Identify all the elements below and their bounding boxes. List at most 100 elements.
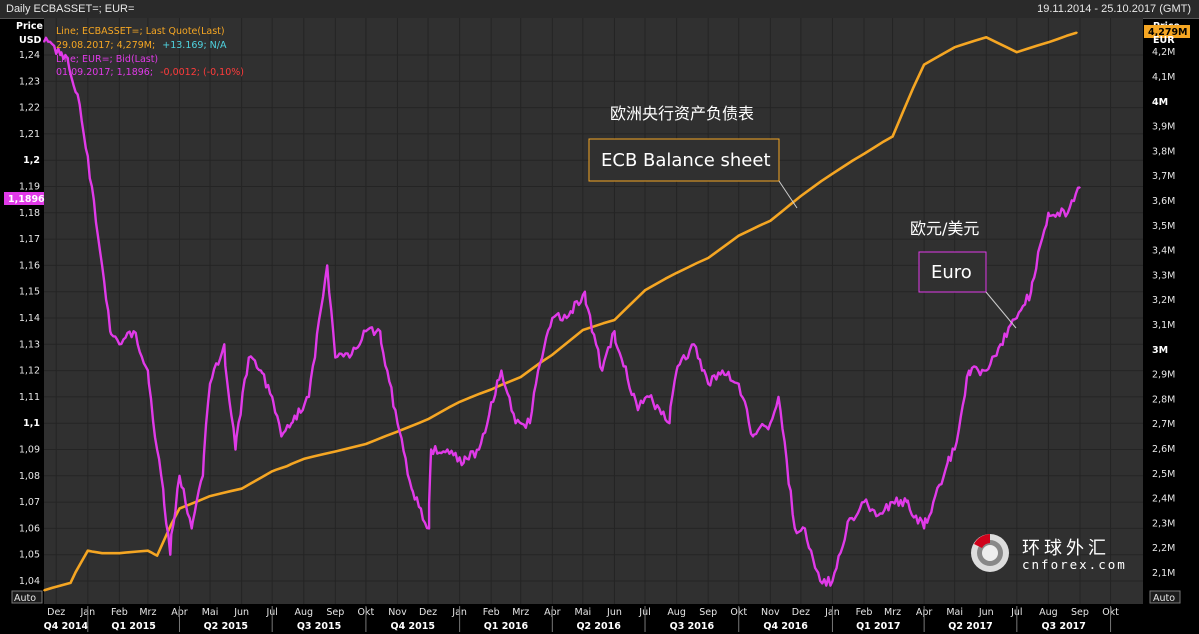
right-tick-label: 2,5M [1152,469,1175,480]
left-tick-label: 1,16 [19,260,40,271]
eur-point [537,369,539,372]
eur-point [1047,212,1050,214]
eur-point [777,396,780,398]
left-tick-label: 1,21 [19,129,40,140]
legend-ecb-change: +13.169; N/A [162,40,227,51]
eur-point [280,435,283,438]
x-tick-label: Mrz [512,607,529,618]
left-tick-label: 1,11 [19,392,40,403]
chart-title: Daily ECBASSET=; EUR= [6,3,135,15]
x-quarter-label: Q3 2015 [297,621,341,632]
eur-point [601,369,604,372]
eur-point [668,422,671,425]
eur-annotation-label: Euro [931,262,972,283]
eur-annotation-cn: 欧元/美元 [910,219,979,238]
eur-point [271,396,273,398]
left-tick-label: 1,1 [23,418,40,429]
right-tick-label: 3,3M [1152,270,1175,281]
ecb-point [985,36,988,39]
left-tick-label: 1,24 [19,50,40,61]
ecb-point [118,552,121,554]
ecb-point [800,195,802,197]
ecb-point [891,135,894,138]
ecb-point [953,46,956,49]
eur-annotation-leader [985,291,1017,329]
eur-point [209,382,211,385]
right-tick-label: 2,2M [1152,543,1175,554]
right-tick-label: 2,9M [1152,370,1175,381]
ecb-point [365,443,367,445]
eur-point [234,448,237,451]
eur-point [1016,317,1018,319]
eur-point [308,396,310,398]
left-tick-label: 1,17 [19,234,40,245]
eur-point [1030,290,1032,293]
eur-point [675,369,678,372]
eur-point [147,369,149,372]
eur-point [49,41,51,43]
eur-point [551,317,554,319]
x-tick-label: Jun [606,607,622,618]
x-tick-label: Jun [233,607,249,618]
eur-point [819,580,822,582]
auto-left-button[interactable]: Auto [14,593,36,604]
x-tick-label: Mai [946,607,963,618]
eur-point [428,527,430,530]
series-layer [42,31,1081,592]
eur-point [132,330,135,332]
eur-point [386,369,389,372]
ecb-point [156,554,158,557]
eur-point [737,382,740,385]
ecb-point [427,418,429,421]
x-tick-label: Nov [761,607,780,618]
eur-point [906,501,908,503]
right-tick-label: 4,1M [1152,72,1175,83]
eur-point [831,580,834,582]
x-tick-label: Sep [699,607,717,618]
ecb-point [334,450,337,453]
eur-point [1079,186,1081,189]
ecb-annotation-leader [778,180,798,209]
right-tick-label: 3,9M [1152,122,1175,133]
chart-area[interactable]: 1,04 1,05 1,06 1,07 1,08 1,09 1,1 1,11 1,12 1,13 1… [0,18,1199,634]
ecb-point [178,507,181,510]
legend-eur-last: 01.09.2017; 1,1896; [56,67,153,78]
eur-point [514,422,517,425]
ecb-annotation-cn: 欧洲央行资产负债表 [610,104,754,123]
right-tick-label: 2,4M [1152,494,1175,505]
eur-point [109,330,112,332]
plot-background [44,18,1143,604]
left-tick-label: 1,15 [19,287,40,298]
legend-eur-change: -0,0012; (-0,10%) [160,67,244,78]
ecb-annotation-label: ECB Balance sheet [601,150,771,171]
ecb-point [490,388,492,391]
ecb-point [87,549,89,552]
x-quarter-label: Q1 2016 [484,621,529,632]
auto-right-button-bg [1149,590,1181,604]
left-tick-label: 1,06 [19,523,40,534]
x-tick-label: Nov [388,607,407,618]
eur-value-badge: 1,1896 [8,194,45,205]
right-tick-label: 4M [1152,97,1168,108]
left-tick-label: 1,07 [19,497,40,508]
eur-point [223,343,226,346]
auto-right-button[interactable]: Auto [1153,593,1175,604]
left-axis-title: Price [16,21,43,32]
x-quarter-label: Q4 2016 [763,621,808,632]
left-axis: 1,04 1,05 1,06 1,07 1,08 1,09 1,1 1,11 1,12 1,13 1… [19,50,40,587]
x-quarter-label: Q2 2016 [576,621,621,632]
left-tick-label: 1,05 [19,550,40,561]
eurusd-line [42,36,1081,587]
eur-value-badge-bg [4,192,44,205]
eur-point [334,356,337,359]
left-tick-label: 1,08 [19,471,40,482]
ecb-point [831,172,834,175]
ecb-point [271,470,273,473]
x-quarter-label: Q2 2017 [948,621,992,632]
ecb-point [769,220,772,222]
right-tick-label: 3,4M [1152,246,1175,257]
eur-point [76,93,79,96]
eur-point [863,501,865,503]
ecb-point [101,552,103,554]
x-tick-label: Sep [326,607,344,618]
